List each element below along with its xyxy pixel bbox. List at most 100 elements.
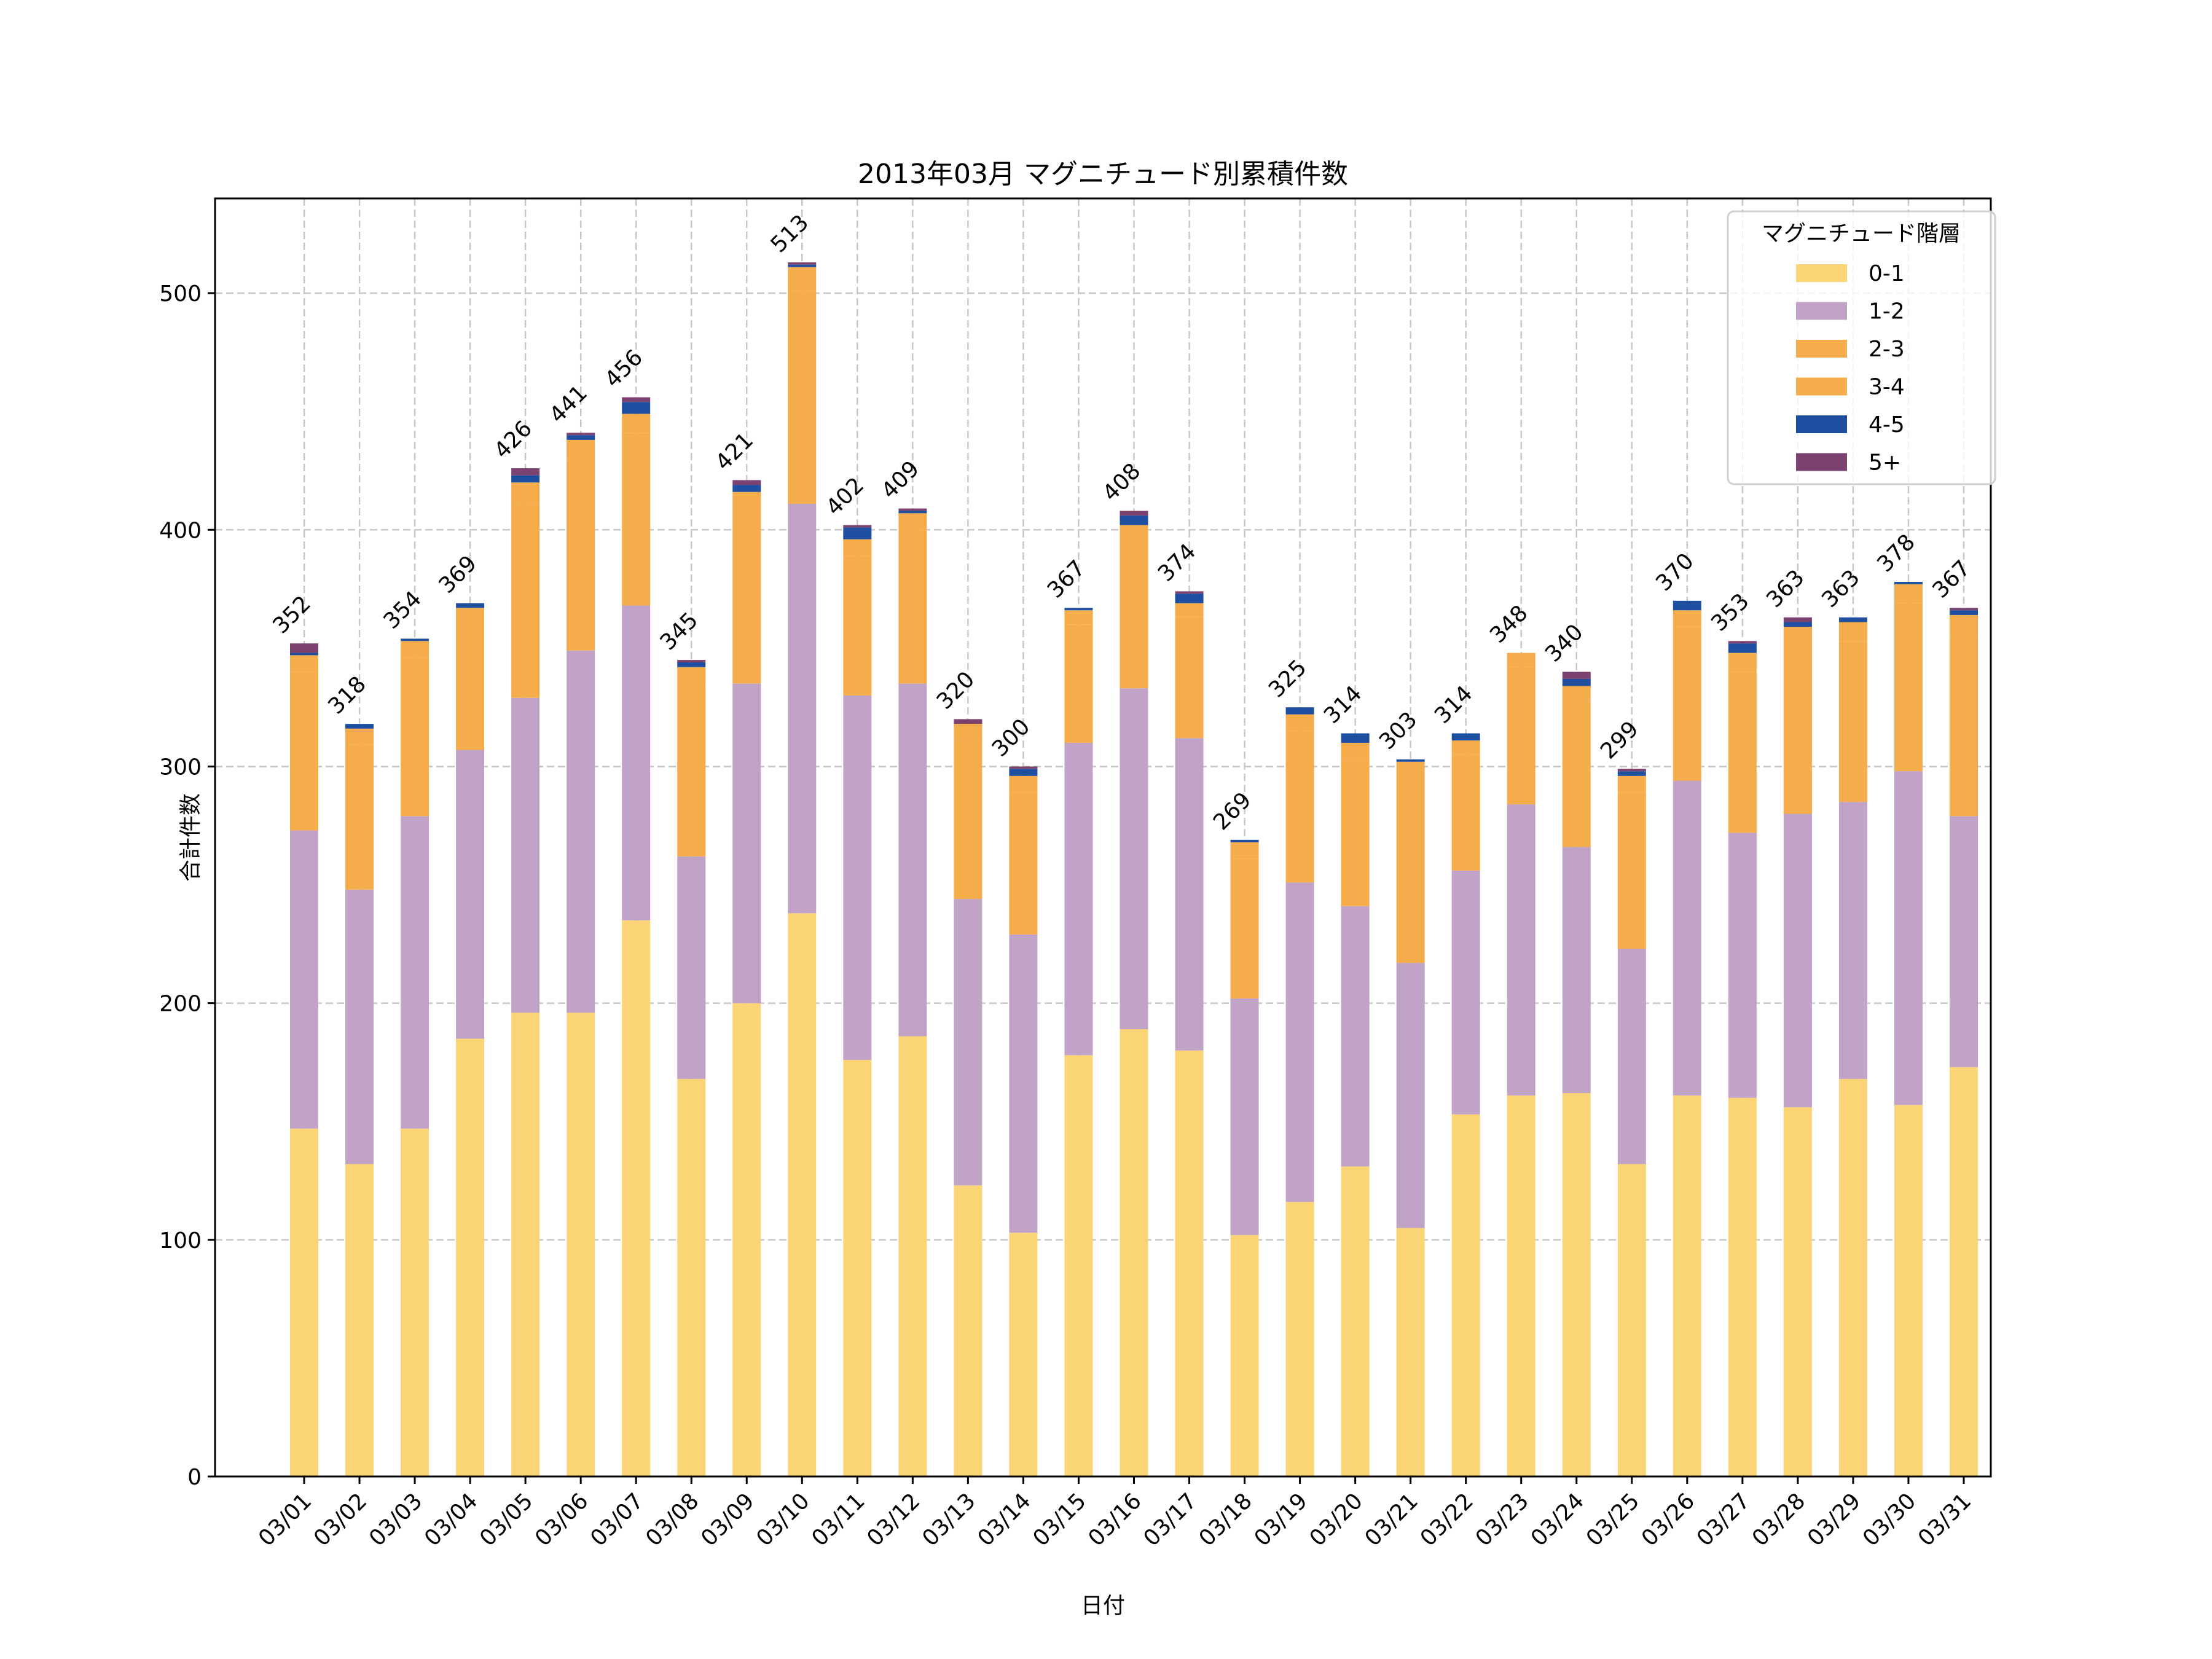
bar-segment-1-2 — [1341, 906, 1370, 1167]
bar-segment-4-5 — [677, 662, 706, 667]
bar-segment-2-3 — [511, 503, 540, 698]
bar-segment-1-2 — [1950, 816, 1978, 1067]
bar-segment-0-1 — [788, 913, 817, 1477]
y-tick-label: 0 — [187, 1465, 202, 1490]
x-axis-label: 日付 — [1081, 1593, 1125, 1618]
bar-segment-0-1 — [677, 1078, 706, 1477]
bar-segment-4-5 — [788, 264, 817, 267]
legend-swatch-2-3 — [1796, 340, 1847, 358]
bar-segment-3-4 — [1451, 740, 1480, 755]
bar-segment-2-3 — [1341, 759, 1370, 906]
bar-segment-2-3 — [1673, 627, 1701, 781]
bar-segment-1-2 — [732, 683, 761, 1003]
bar-segment-4-5 — [1562, 678, 1591, 686]
bar-segment-5+ — [843, 525, 872, 528]
bar-segment-5+ — [1009, 766, 1038, 769]
y-tick-label: 400 — [159, 518, 202, 543]
bar-segment-2-3 — [1950, 636, 1978, 817]
bar-segment-1-2 — [345, 889, 374, 1164]
bar-segment-0-1 — [345, 1164, 374, 1477]
bar-segment-4-5 — [1341, 733, 1370, 743]
bar-segment-5+ — [567, 433, 595, 436]
bar-segment-1-2 — [1783, 814, 1812, 1108]
bar-segment-2-3 — [1894, 603, 1923, 772]
bar-segment-4-5 — [1950, 610, 1978, 615]
bar-segment-1-2 — [567, 650, 595, 1013]
bar-segment-0-1 — [1507, 1095, 1535, 1477]
bar-segment-2-3 — [401, 657, 429, 817]
legend-title: マグニチュード階層 — [1762, 221, 1961, 246]
bar-segment-0-1 — [1673, 1095, 1701, 1477]
bar-segment-4-5 — [290, 653, 318, 656]
bar-segment-4-5 — [345, 724, 374, 729]
bar-segment-1-2 — [1617, 949, 1646, 1164]
bar-segment-4-5 — [1783, 622, 1812, 627]
bar-segment-2-3 — [1617, 792, 1646, 949]
bar-segment-1-2 — [1285, 882, 1314, 1202]
bar-segment-4-5 — [456, 603, 485, 608]
bar-segment-0-1 — [1894, 1105, 1923, 1477]
bar-segment-2-3 — [843, 555, 872, 696]
legend-swatch-0-1 — [1796, 264, 1847, 282]
bar-segment-3-4 — [1507, 653, 1535, 667]
bar-segment-5+ — [1950, 608, 1978, 611]
bar-segment-4-5 — [1673, 600, 1701, 611]
bar-segment-0-1 — [401, 1128, 429, 1477]
bar-segment-1-2 — [290, 830, 318, 1129]
bar-segment-3-4 — [511, 482, 540, 504]
bar-segment-3-4 — [1728, 653, 1757, 672]
bar-segment-1-2 — [1396, 963, 1425, 1228]
bar-segment-3-4 — [567, 439, 595, 461]
bar-segment-5+ — [1120, 511, 1148, 516]
bar-segment-2-3 — [1064, 624, 1093, 743]
bar-segment-5+ — [732, 480, 761, 485]
legend: マグニチュード階層 0-1 1-2 2-3 3-4 4-5 5+ — [1727, 210, 1996, 485]
bar-segment-4-5 — [401, 638, 429, 641]
bar-segment-5+ — [677, 660, 706, 662]
bar-segment-3-4 — [1673, 610, 1701, 627]
bar-segment-3-4 — [1064, 610, 1093, 625]
bar-segment-5+ — [1617, 769, 1646, 772]
bar-segment-3-4 — [1009, 775, 1038, 793]
bar-segment-4-5 — [1175, 594, 1204, 603]
bar-segment-2-3 — [1175, 617, 1204, 739]
bar-segment-3-4 — [1285, 714, 1314, 731]
bar-segment-3-4 — [732, 492, 761, 511]
bar-segment-2-3 — [1009, 792, 1038, 935]
bar-segment-2-3 — [677, 686, 706, 857]
bar-segment-4-5 — [843, 527, 872, 539]
y-tick-label: 300 — [159, 755, 202, 780]
bar-segment-0-1 — [1009, 1233, 1038, 1477]
legend-swatch-3-4 — [1796, 377, 1847, 396]
bar-segment-4-5 — [1396, 759, 1425, 762]
bar-segment-1-2 — [1894, 771, 1923, 1105]
bar-segment-3-4 — [1396, 761, 1425, 783]
bar-segment-0-1 — [1950, 1067, 1978, 1477]
bar-segment-3-4 — [1562, 686, 1591, 703]
bar-segment-0-1 — [1341, 1166, 1370, 1477]
bar-segment-2-3 — [788, 291, 817, 504]
bar-segment-3-4 — [622, 414, 651, 433]
bar-segment-2-3 — [1451, 755, 1480, 871]
bar-segment-1-2 — [1728, 833, 1757, 1098]
bar-segment-3-4 — [1838, 622, 1867, 641]
bar-segment-2-3 — [1285, 731, 1314, 883]
y-tick-label: 500 — [159, 281, 202, 307]
bar-segment-2-3 — [1120, 541, 1148, 689]
bar-segment-0-1 — [1451, 1114, 1480, 1477]
y-axis-label: 合計件数 — [178, 793, 203, 882]
legend-label: 4-5 — [1869, 412, 1905, 437]
bar-segment-2-3 — [1562, 702, 1591, 847]
bar-segment-0-1 — [898, 1036, 927, 1477]
legend-box — [1727, 210, 1996, 485]
bar-segment-3-4 — [1341, 742, 1370, 759]
bar-segment-3-4 — [290, 655, 318, 672]
bar-segment-1-2 — [1009, 934, 1038, 1233]
bar-segment-0-1 — [1838, 1078, 1867, 1477]
bar-segment-3-4 — [788, 267, 817, 291]
bar-segment-5+ — [1783, 617, 1812, 622]
bar-segment-1-2 — [511, 697, 540, 1013]
bar-segment-2-3 — [1838, 641, 1867, 802]
bar-segment-0-1 — [1064, 1055, 1093, 1477]
bar-segment-2-3 — [622, 433, 651, 606]
